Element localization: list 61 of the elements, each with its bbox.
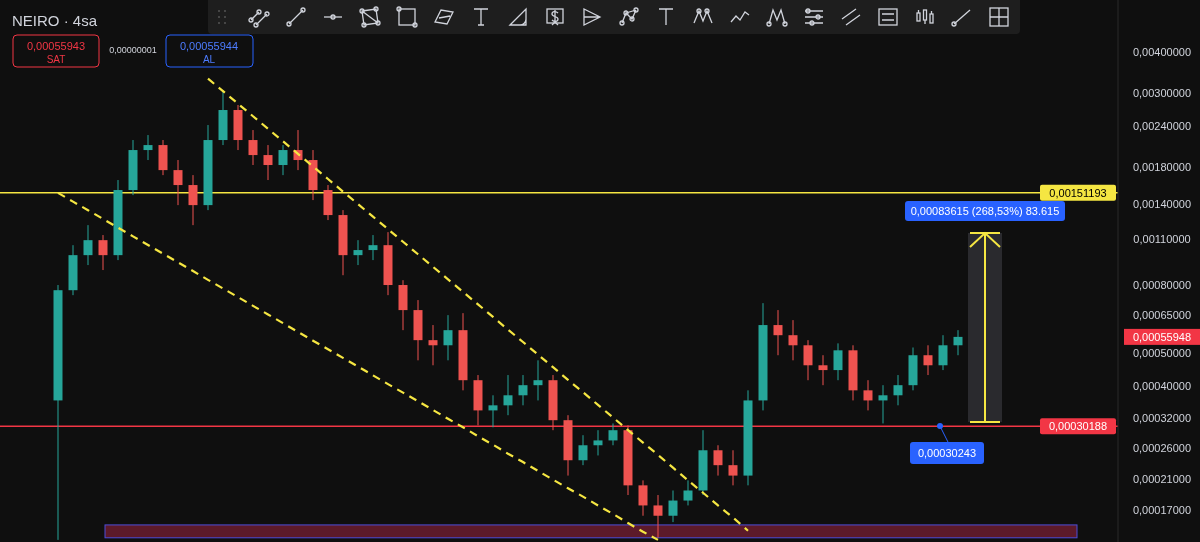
candlestick [713, 444, 723, 477]
candlestick [728, 449, 738, 486]
candlestick [533, 359, 543, 401]
candlestick [863, 379, 873, 411]
y-tick-label: 0,00080000 [1132, 279, 1192, 292]
candlestick [608, 422, 618, 446]
candlestick [368, 234, 378, 261]
annotation: 0,00030243 [917, 447, 977, 460]
annotation: 0,00055943 [26, 40, 86, 52]
candlestick [638, 479, 648, 517]
text: NEIRO · 4sa [12, 12, 98, 29]
candlestick [443, 314, 453, 361]
annotation: SAT [46, 54, 66, 65]
candlestick [923, 344, 933, 376]
ref-line-label: 0,00151193 [1049, 186, 1107, 199]
annotation: 0,00083615 (268,53%) 83.615 [910, 205, 1060, 217]
candlestick [518, 374, 528, 406]
candlestick [98, 234, 108, 271]
candlestick [668, 489, 678, 523]
candlestick [893, 374, 903, 406]
y-tick-label: 0,00017000 [1132, 503, 1192, 516]
annotation: 0,00055944 [179, 40, 239, 52]
y-tick-label: 0,00065000 [1132, 309, 1192, 322]
candlestick [593, 429, 603, 456]
candlestick [878, 384, 888, 424]
candlestick [938, 334, 948, 371]
candlestick [773, 309, 783, 356]
annotation: 0,00000001 [109, 45, 157, 55]
annotation: AL [202, 54, 216, 65]
y-tick-label: 0,00400000 [1132, 45, 1192, 58]
y-tick-label: 0,00050000 [1132, 347, 1192, 360]
y-tick-label: 0,00026000 [1132, 442, 1192, 455]
candlestick [488, 394, 498, 428]
y-tick-label: 0,00180000 [1132, 161, 1192, 174]
y-tick-label: 0,00300000 [1132, 87, 1192, 100]
candlestick [653, 494, 663, 539]
candlestick [353, 239, 363, 266]
candlestick [248, 129, 258, 166]
y-tick-label: 0,00110000 [1133, 232, 1191, 245]
y-tick-label: 0,00140000 [1132, 197, 1192, 210]
candlestick [953, 329, 963, 356]
candlestick [173, 159, 183, 206]
ref-line-label: 0,00030188 [1048, 420, 1108, 433]
candlestick [803, 339, 813, 381]
candlestick [188, 174, 198, 226]
candlestick [278, 144, 288, 176]
candlestick [788, 319, 798, 361]
candlestick [263, 144, 273, 181]
candlestick [428, 324, 438, 366]
candlestick [818, 354, 828, 386]
candlestick [683, 479, 693, 506]
y-tick-label: 0,00040000 [1132, 379, 1192, 392]
candlestick [503, 374, 513, 416]
y-tick-label: 0,00032000 [1132, 411, 1192, 424]
y-tick-label: 0,00240000 [1132, 119, 1192, 132]
text: 0,00055948 [1132, 330, 1192, 343]
candlestick [578, 434, 588, 466]
y-tick-label: 0,00021000 [1132, 472, 1192, 485]
candlestick [143, 134, 153, 161]
candlestick [833, 342, 843, 381]
candlestick [83, 224, 93, 266]
